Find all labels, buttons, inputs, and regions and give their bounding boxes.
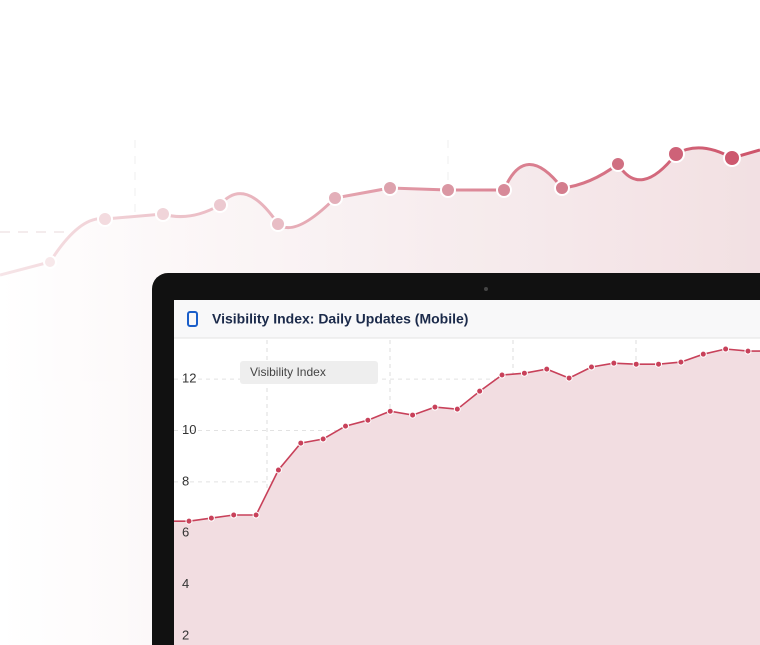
mobile-icon	[187, 311, 198, 327]
point	[409, 411, 417, 419]
line	[173, 348, 760, 523]
chart-title: Visibility Index: Daily Updates (Mobile)	[212, 311, 468, 327]
point	[431, 403, 439, 411]
point	[342, 422, 350, 430]
panel-header	[174, 300, 760, 338]
point	[364, 416, 372, 424]
point	[677, 358, 685, 366]
y-tick-label: 6	[182, 525, 189, 540]
point	[744, 347, 752, 355]
point	[632, 360, 640, 368]
y-tick-label: 8	[182, 473, 189, 488]
area	[174, 349, 760, 645]
point	[565, 374, 573, 382]
point	[274, 466, 282, 474]
y-tick-label: 12	[182, 371, 196, 386]
point	[722, 345, 730, 353]
legend-label: Visibility Index	[250, 365, 326, 379]
y-tick-label: 2	[182, 627, 189, 642]
y-tick-label: 4	[182, 576, 189, 591]
point	[543, 365, 551, 373]
point	[498, 371, 506, 379]
point	[655, 360, 663, 368]
legend-box	[240, 361, 378, 384]
point	[476, 387, 484, 395]
point	[185, 517, 193, 525]
point	[297, 439, 305, 447]
point	[699, 350, 707, 358]
point	[453, 405, 461, 413]
y-tick-label: 10	[182, 422, 196, 437]
point	[319, 435, 327, 443]
point	[386, 407, 394, 415]
point	[230, 511, 238, 519]
point	[610, 359, 618, 367]
camera	[484, 287, 488, 291]
point	[207, 514, 215, 522]
point	[520, 369, 528, 377]
point	[587, 363, 595, 371]
point	[252, 511, 260, 519]
